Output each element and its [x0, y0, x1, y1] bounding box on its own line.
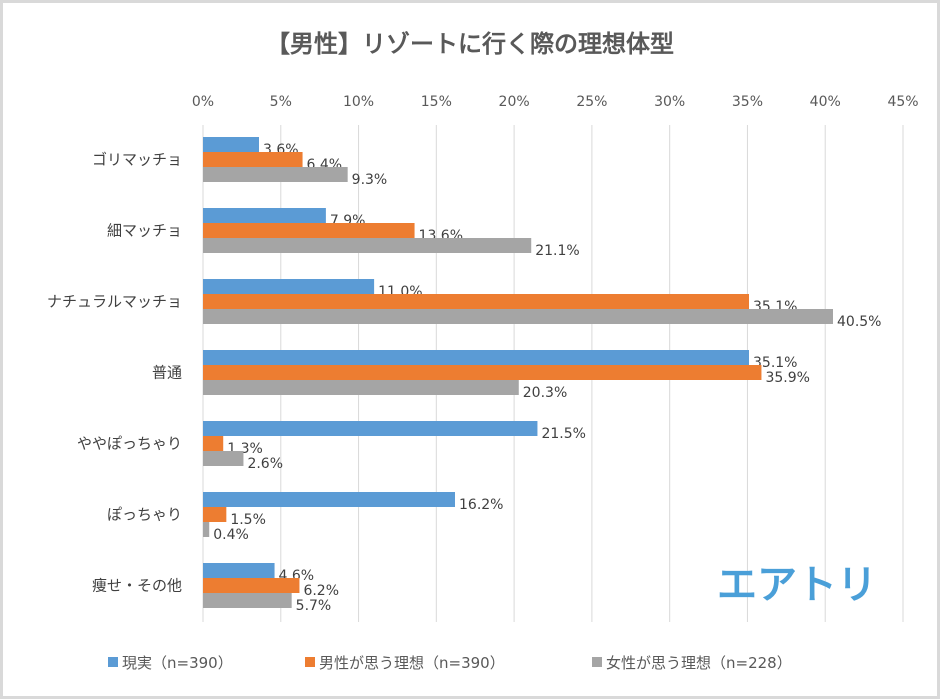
x-tick-label: 5%	[270, 94, 292, 110]
bar	[203, 223, 415, 238]
data-label: 20.3%	[523, 385, 567, 401]
bar	[203, 563, 275, 578]
category-label: ややぽっちゃり	[77, 435, 182, 453]
bar	[203, 522, 210, 537]
bar	[203, 380, 519, 395]
category-label: 痩せ・その他	[92, 577, 182, 595]
bar	[203, 279, 375, 294]
bar	[203, 421, 538, 436]
x-tick-label: 30%	[654, 94, 685, 110]
bar	[203, 238, 532, 253]
category-label: ゴリマッチョ	[92, 151, 182, 169]
category-label: 普通	[152, 364, 182, 382]
bar	[203, 578, 300, 593]
bar	[203, 492, 455, 507]
chart-title: 【男性】リゾートに行く際の理想体型	[266, 30, 674, 58]
legend-swatch	[592, 657, 602, 667]
x-tick-label: 45%	[887, 94, 918, 110]
legend-swatch	[108, 657, 118, 667]
legend-swatch	[305, 657, 315, 667]
data-label: 35.9%	[765, 370, 809, 386]
x-tick-label: 40%	[810, 94, 841, 110]
x-tick-label: 0%	[192, 94, 214, 110]
x-tick-label: 20%	[499, 94, 530, 110]
bar	[203, 350, 749, 365]
data-label: 21.5%	[541, 426, 585, 442]
x-tick-label: 10%	[343, 94, 374, 110]
bar	[203, 507, 227, 522]
data-label: 35.1%	[753, 355, 797, 371]
bar	[203, 593, 292, 608]
x-tick-label: 15%	[421, 94, 452, 110]
x-tick-label: 25%	[576, 94, 607, 110]
bar	[203, 137, 259, 152]
data-label: 40.5%	[837, 314, 881, 330]
bar	[203, 365, 762, 380]
category-label: 細マッチョ	[107, 222, 182, 240]
data-label: 1.5%	[230, 512, 266, 528]
category-label: ナチュラルマッチョ	[47, 293, 182, 311]
category-label: ぽっちゃり	[107, 506, 182, 524]
data-label: 9.3%	[352, 172, 388, 188]
data-label: 2.6%	[247, 456, 283, 472]
bar	[203, 309, 833, 324]
data-label: 5.7%	[296, 598, 332, 614]
data-label: 0.4%	[213, 527, 249, 543]
bar	[203, 167, 348, 182]
legend-label: 女性が思う理想（n=228）	[606, 654, 792, 672]
data-label: 16.2%	[459, 497, 503, 513]
logo: エアトリ	[717, 562, 877, 608]
data-label: 21.1%	[535, 243, 579, 259]
x-tick-label: 35%	[732, 94, 763, 110]
bar	[203, 436, 224, 451]
bar	[203, 451, 244, 466]
data-label: 6.2%	[303, 583, 339, 599]
legend-label: 現実（n=390）	[122, 654, 233, 672]
bar	[203, 152, 303, 167]
bar	[203, 208, 326, 223]
bar	[203, 294, 749, 309]
legend-label: 男性が思う理想（n=390）	[319, 654, 505, 672]
